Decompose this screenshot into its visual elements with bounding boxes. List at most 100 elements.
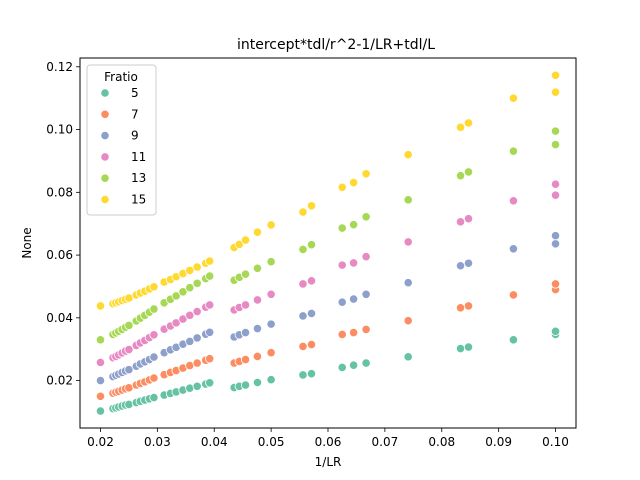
data-point-fratio-7 [252, 351, 263, 362]
data-point-fratio-13 [348, 220, 359, 230]
y-axis: 0.02 0.04 0.06 0.08 0.10 0.12 [46, 60, 80, 388]
x-tick-label: 0.05 [258, 435, 285, 449]
x-tick-label: 0.10 [542, 435, 569, 449]
y-tick-label: 0.02 [46, 374, 73, 388]
data-point-fratio-11 [240, 300, 251, 310]
data-point-fratio-13 [337, 223, 347, 233]
data-point-fratio-7 [455, 303, 466, 313]
data-point-fratio-7 [192, 358, 202, 368]
data-point-fratio-9 [403, 278, 413, 288]
data-point-fratio-7 [361, 324, 371, 335]
data-point-fratio-7 [337, 329, 347, 340]
data-point-fratio-5 [266, 375, 276, 385]
data-point-fratio-15 [266, 220, 276, 230]
data-point-fratio-7 [463, 301, 474, 311]
data-point-fratio-5 [298, 370, 308, 380]
y-tick-label: 0.08 [46, 185, 73, 199]
chart-title: intercept*tdl/r^2-1/LR+tdl/L [237, 37, 435, 53]
y-tick-label: 0.10 [46, 123, 73, 137]
legend-marker-fratio-11 [100, 152, 110, 162]
data-point-fratio-15 [234, 239, 244, 250]
data-point-fratio-11 [252, 295, 263, 305]
data-point-fratio-5 [508, 335, 519, 345]
data-point-fratio-15 [463, 118, 474, 128]
x-tick-label: 0.03 [144, 435, 171, 449]
data-point-fratio-13 [192, 278, 202, 288]
legend: Fratio 5 7 9 11 13 15 [86, 64, 157, 216]
data-point-fratio-15 [252, 227, 263, 237]
legend-marker-fratio-15 [100, 194, 110, 205]
data-point-fratio-5 [240, 380, 251, 390]
data-point-fratio-13 [550, 126, 561, 136]
data-point-fratio-13 [124, 320, 134, 330]
data-point-fratio-13 [550, 140, 561, 150]
legend-label-fratio-9: 9 [131, 129, 139, 143]
x-axis: 0.02 0.03 0.04 0.05 0.06 0.07 0.08 0.09 0.10 [87, 428, 569, 449]
data-point-fratio-13 [508, 146, 519, 156]
data-point-fratio-11 [306, 276, 317, 286]
data-point-fratio-11 [95, 357, 106, 368]
x-tick-label: 0.09 [485, 435, 512, 449]
data-point-fratio-9 [252, 323, 263, 334]
data-point-fratio-15 [149, 282, 159, 292]
x-axis-label: 1/LR [315, 455, 342, 469]
data-point-fratio-7 [298, 341, 308, 352]
data-point-fratio-5 [252, 377, 263, 388]
data-point-fratio-11 [149, 330, 159, 340]
data-point-fratio-15 [348, 177, 359, 188]
data-point-fratio-7 [266, 348, 276, 358]
legend-label-fratio-13: 13 [131, 171, 146, 185]
data-point-fratio-11 [205, 300, 215, 310]
legend-marker-fratio-7 [100, 109, 110, 119]
data-point-fratio-11 [337, 260, 347, 270]
data-point-fratio-15 [298, 207, 308, 217]
data-point-fratio-13 [252, 263, 263, 273]
data-point-fratio-5 [192, 381, 202, 391]
data-point-fratio-11 [463, 214, 474, 224]
data-point-fratio-9 [306, 308, 317, 319]
data-point-fratio-9 [124, 365, 134, 375]
legend-label-fratio-11: 11 [131, 150, 146, 164]
data-point-fratio-7 [348, 327, 359, 338]
data-point-fratio-11 [361, 252, 371, 262]
data-point-fratio-11 [455, 217, 466, 227]
data-point-fratio-13 [298, 244, 308, 255]
data-point-fratio-15 [192, 262, 202, 272]
data-point-fratio-5 [361, 358, 371, 368]
data-point-fratio-9 [205, 327, 215, 337]
data-point-fratio-15 [550, 70, 561, 80]
data-point-fratio-9 [455, 261, 466, 271]
data-point-fratio-5 [403, 352, 413, 362]
data-point-fratio-13 [463, 167, 474, 177]
data-point-fratio-13 [185, 283, 195, 293]
data-point-fratio-9 [185, 336, 195, 346]
data-point-fratio-13 [149, 304, 159, 314]
data-point-fratio-11 [403, 237, 413, 247]
data-point-fratio-15 [306, 201, 317, 211]
data-point-fratio-5 [205, 378, 215, 388]
data-point-fratio-15 [508, 93, 519, 103]
legend-label-fratio-5: 5 [131, 86, 139, 100]
data-point-fratio-15 [205, 256, 215, 266]
x-tick-label: 0.07 [372, 435, 399, 449]
data-point-fratio-13 [361, 212, 371, 222]
data-point-fratio-13 [306, 240, 317, 250]
data-point-fratio-7 [205, 354, 215, 364]
data-point-fratio-11 [266, 289, 276, 299]
data-point-fratio-15 [361, 169, 371, 179]
x-tick-label: 0.06 [315, 435, 342, 449]
legend-marker-fratio-9 [100, 131, 110, 141]
data-point-fratio-13 [403, 195, 413, 205]
x-tick-label: 0.04 [201, 435, 228, 449]
data-point-fratio-15 [455, 122, 466, 132]
data-point-fratio-9 [463, 258, 474, 268]
data-point-fratio-13 [95, 335, 106, 345]
data-point-fratio-9 [361, 289, 371, 299]
y-axis-label: None [20, 227, 34, 258]
data-point-fratio-5 [455, 343, 466, 354]
data-point-fratio-15 [337, 182, 347, 192]
data-point-fratio-15 [403, 150, 413, 160]
data-point-fratio-9 [192, 333, 202, 343]
legend-marker-fratio-5 [100, 88, 110, 98]
